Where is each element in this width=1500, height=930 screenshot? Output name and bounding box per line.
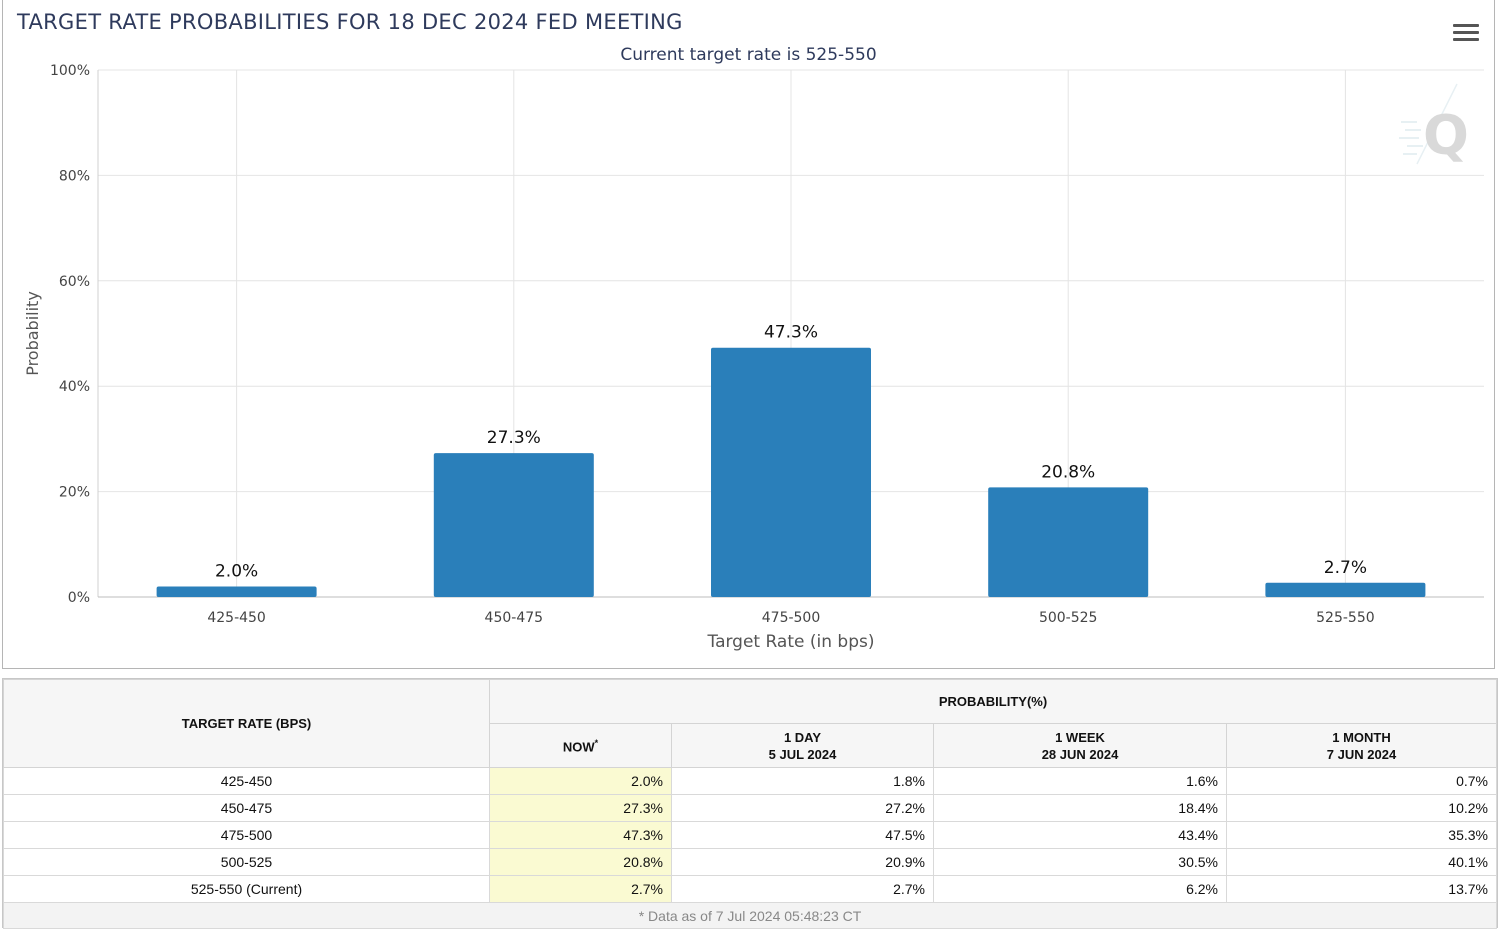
col-header-1-month: 1 MONTH 7 JUN 2024	[1226, 723, 1497, 768]
now-cell: 2.0%	[489, 767, 672, 795]
x-tick-label: 450-475	[485, 610, 544, 626]
y-tick-label: 100%	[50, 63, 90, 79]
one-day-cell: 47.5%	[671, 821, 934, 849]
probability-table: TARGET RATE (BPS) PROBABILITY(%) NOW* 1 …	[3, 679, 1497, 929]
hamburger-menu-icon[interactable]	[1453, 24, 1479, 46]
rate-cell: 450-475	[3, 794, 490, 822]
probability-table-panel: TARGET RATE (BPS) PROBABILITY(%) NOW* 1 …	[2, 678, 1498, 929]
bar	[988, 487, 1149, 597]
x-tick-label: 425-450	[207, 610, 266, 626]
chart-title: TARGET RATE PROBABILITIES FOR 18 DEC 202…	[17, 10, 683, 34]
probability-header: PROBABILITY(%)	[489, 679, 1497, 724]
table-row: 450-475 27.3% 27.2% 18.4% 10.2%	[3, 794, 1497, 822]
now-cell: 2.7%	[489, 875, 672, 903]
one-day-cell: 1.8%	[671, 767, 934, 795]
y-tick-label: 0%	[68, 590, 90, 606]
y-tick-label: 20%	[59, 485, 90, 501]
svg-text:Q: Q	[1423, 104, 1469, 167]
one-week-cell: 18.4%	[933, 794, 1227, 822]
data-label: 2.7%	[1324, 558, 1367, 578]
one-week-cell: 6.2%	[933, 875, 1227, 903]
bar	[433, 453, 594, 597]
rate-cell: 475-500	[3, 821, 490, 849]
one-month-cell: 13.7%	[1226, 875, 1497, 903]
data-label: 47.3%	[764, 323, 818, 343]
chart-panel: 0% 20% 40% 60% 80% 100% 2.0% 425-450 27.3% 450-47…	[2, 0, 1495, 669]
target-rate-header: TARGET RATE (BPS)	[3, 679, 490, 768]
bar	[1265, 582, 1426, 597]
col-header-1-week: 1 WEEK 28 JUN 2024	[933, 723, 1227, 768]
col-header-1-day: 1 DAY 5 JUL 2024	[671, 723, 934, 768]
x-tick-label: 500-525	[1039, 610, 1098, 626]
rate-cell: 500-525	[3, 848, 490, 876]
table-row: 525-550 (Current) 2.7% 2.7% 6.2% 13.7%	[3, 875, 1497, 903]
col-header-now: NOW*	[489, 723, 672, 768]
one-day-cell: 27.2%	[671, 794, 934, 822]
one-month-cell: 35.3%	[1226, 821, 1497, 849]
data-label: 2.0%	[215, 561, 258, 581]
one-week-cell: 1.6%	[933, 767, 1227, 795]
one-month-cell: 0.7%	[1226, 767, 1497, 795]
one-week-cell: 30.5%	[933, 848, 1227, 876]
rate-cell: 525-550 (Current)	[3, 875, 490, 903]
x-tick-label: 525-550	[1316, 610, 1375, 626]
footnote-row: * Data as of 7 Jul 2024 05:48:23 CT	[3, 902, 1497, 929]
one-day-cell: 2.7%	[671, 875, 934, 903]
bar-chart: 0% 20% 40% 60% 80% 100% 2.0% 425-450 27.3% 450-47…	[23, 63, 1484, 652]
one-day-cell: 20.9%	[671, 848, 934, 876]
bar	[711, 347, 871, 597]
y-tick-label: 40%	[59, 379, 90, 395]
rate-cell: 425-450	[3, 767, 490, 795]
data-label: 27.3%	[487, 428, 541, 448]
table-row: 500-525 20.8% 20.9% 30.5% 40.1%	[3, 848, 1497, 876]
data-timestamp-footnote: * Data as of 7 Jul 2024 05:48:23 CT	[3, 902, 1497, 929]
chart-subtitle: Current target rate is 525-550	[620, 45, 877, 65]
one-month-cell: 10.2%	[1226, 794, 1497, 822]
x-axis-title: Target Rate (in bps)	[707, 632, 875, 652]
table-row: 475-500 47.3% 47.5% 43.4% 35.3%	[3, 821, 1497, 849]
x-tick-label: 475-500	[762, 610, 821, 626]
bar	[156, 586, 317, 597]
y-tick-label: 80%	[59, 168, 90, 184]
q-logo-icon: Q	[1397, 80, 1477, 170]
now-cell: 20.8%	[489, 848, 672, 876]
one-month-cell: 40.1%	[1226, 848, 1497, 876]
now-cell: 27.3%	[489, 794, 672, 822]
now-cell: 47.3%	[489, 821, 672, 849]
table-row: 425-450 2.0% 1.8% 1.6% 0.7%	[3, 767, 1497, 795]
data-label: 20.8%	[1041, 462, 1095, 482]
one-week-cell: 43.4%	[933, 821, 1227, 849]
y-tick-label: 60%	[59, 274, 90, 290]
y-axis-title: Probability	[23, 291, 42, 376]
